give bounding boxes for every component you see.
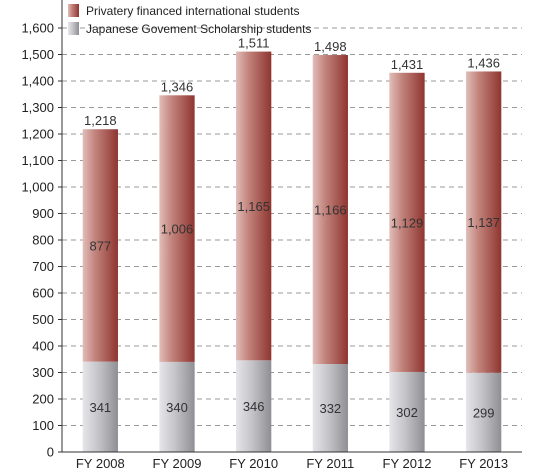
y-tick-label: 1,400 bbox=[21, 74, 54, 89]
y-tick-label: 1,500 bbox=[21, 47, 54, 62]
data-label-japanese-government-scholarship: 346 bbox=[243, 399, 265, 414]
y-axis: 0 100 200 300 400 500 600 700 800 900 1,000 1,100 1,… bbox=[21, 0, 63, 460]
y-tick-label: 600 bbox=[32, 286, 54, 301]
bars: 341 877 1,218 340 1,006 1,346 346 1,165 1,511 332… bbox=[82, 36, 502, 452]
legend-label: Privatery financed international student… bbox=[86, 4, 299, 18]
bar-segment-privately-financed bbox=[236, 51, 272, 361]
bar-segment-japanese-government-scholarship bbox=[312, 364, 348, 452]
data-label-total: 1,218 bbox=[84, 113, 117, 128]
data-label-japanese-government-scholarship: 299 bbox=[473, 405, 495, 420]
data-label-privately-financed: 1,165 bbox=[237, 199, 270, 214]
x-tick-label: FY 2008 bbox=[76, 456, 125, 471]
x-axis: FY 2008 FY 2009 FY 2010 FY 2011 FY 2012 FY 20… bbox=[62, 451, 522, 471]
bar-segment-privately-financed bbox=[82, 129, 118, 362]
y-tick-label: 500 bbox=[32, 312, 54, 327]
y-tick-label: 1,600 bbox=[21, 21, 54, 36]
bar-segment-privately-financed bbox=[159, 95, 195, 362]
data-label-total: 1,511 bbox=[238, 36, 270, 51]
y-tick-label: 1,100 bbox=[21, 153, 54, 168]
y-tick-label: 400 bbox=[32, 339, 54, 354]
data-label-total: 1,346 bbox=[161, 79, 194, 94]
x-tick-label: FY 2013 bbox=[459, 456, 508, 471]
data-label-privately-financed: 1,166 bbox=[314, 203, 347, 218]
bar-segment-japanese-government-scholarship bbox=[159, 361, 195, 452]
bar-segment-japanese-government-scholarship bbox=[466, 372, 502, 452]
data-label-privately-financed: 1,129 bbox=[391, 215, 424, 230]
x-tick-label: FY 2011 bbox=[306, 456, 354, 471]
legend: Privatery financed international student… bbox=[68, 4, 311, 36]
legend-item-japanese-government-scholarship: Japanese Govement Scholarship students bbox=[68, 22, 311, 36]
data-label-japanese-government-scholarship: 302 bbox=[396, 405, 418, 420]
y-tick-label: 700 bbox=[32, 259, 54, 274]
y-tick-label: 1,300 bbox=[21, 100, 54, 115]
y-tick-label: 200 bbox=[32, 392, 54, 407]
data-label-privately-financed: 1,006 bbox=[161, 222, 194, 237]
data-label-japanese-government-scholarship: 332 bbox=[319, 401, 341, 416]
bar-segment-privately-financed bbox=[312, 55, 348, 365]
data-label-total: 1,436 bbox=[467, 55, 500, 70]
y-tick-label: 100 bbox=[32, 418, 54, 433]
data-label-japanese-government-scholarship: 340 bbox=[166, 400, 188, 415]
legend-item-privately-financed: Privatery financed international student… bbox=[68, 4, 299, 18]
y-tick-label: 0 bbox=[47, 445, 54, 460]
y-tick-label: 800 bbox=[32, 233, 54, 248]
bar-segment-privately-financed bbox=[389, 72, 425, 372]
y-tick-label: 300 bbox=[32, 365, 54, 380]
bar-segment-japanese-government-scholarship bbox=[236, 360, 272, 452]
y-tick-label: 900 bbox=[32, 206, 54, 221]
y-tick-label: 1,000 bbox=[21, 180, 54, 195]
x-tick-label: FY 2010 bbox=[229, 456, 278, 471]
x-tick-label: FY 2009 bbox=[153, 456, 202, 471]
legend-swatch bbox=[68, 4, 79, 17]
bar-segment-privately-financed bbox=[466, 71, 502, 373]
x-tick-label: FY 2012 bbox=[383, 456, 432, 471]
data-label-total: 1,431 bbox=[391, 57, 424, 72]
data-label-japanese-government-scholarship: 341 bbox=[89, 400, 111, 415]
bar-segment-japanese-government-scholarship bbox=[82, 361, 118, 452]
bar-segment-japanese-government-scholarship bbox=[389, 371, 425, 452]
legend-label: Japanese Govement Scholarship students bbox=[86, 22, 311, 36]
data-label-privately-financed: 1,137 bbox=[467, 215, 500, 230]
y-tick-label: 1,200 bbox=[21, 127, 54, 142]
data-label-privately-financed: 877 bbox=[89, 238, 111, 253]
gridlines bbox=[62, 27, 522, 426]
legend-swatch bbox=[68, 22, 79, 35]
data-label-total: 1,498 bbox=[314, 39, 347, 54]
